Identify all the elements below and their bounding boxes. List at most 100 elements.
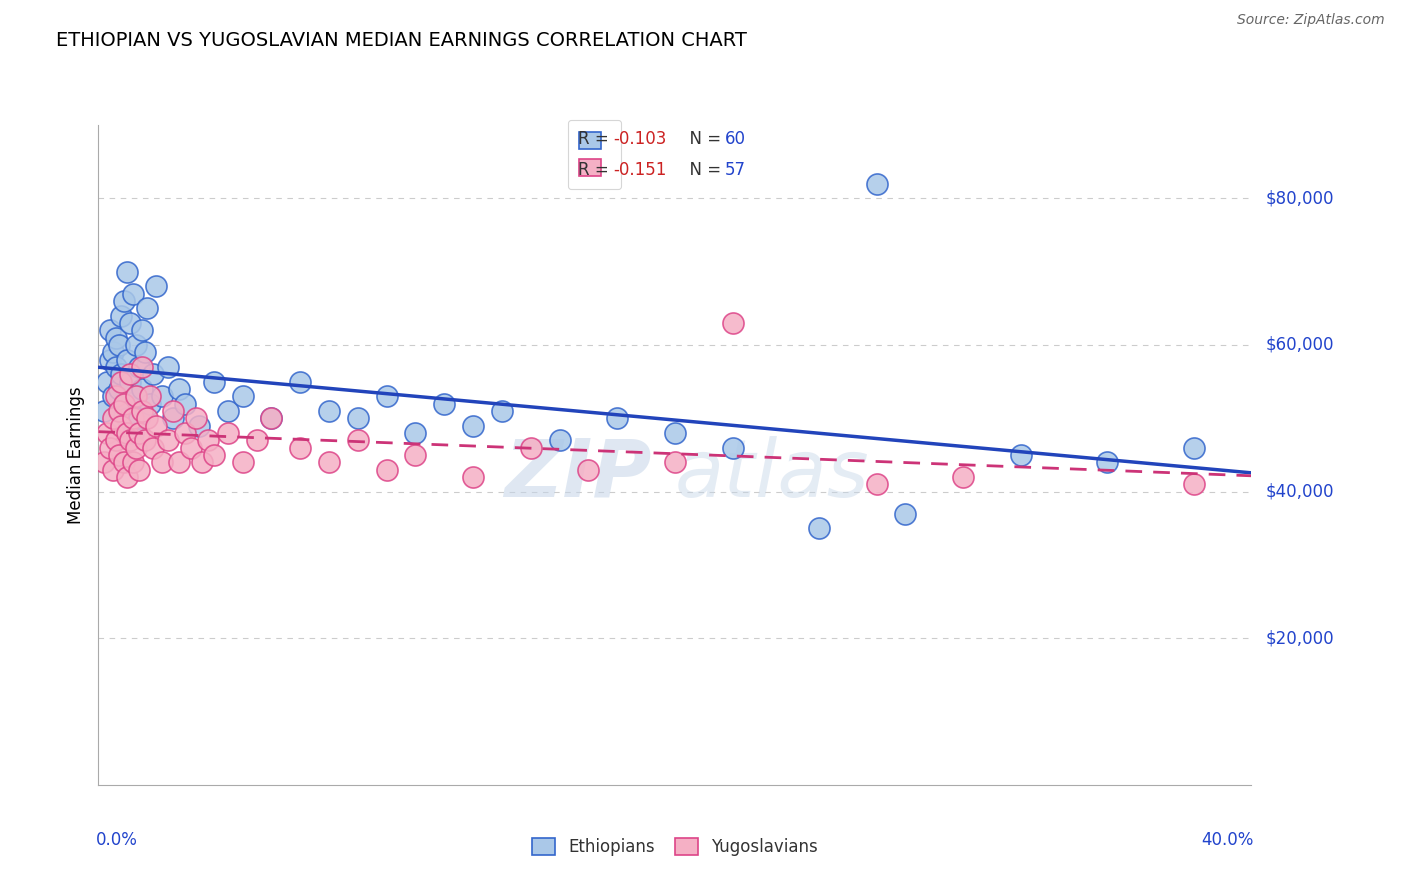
Text: $20,000: $20,000 [1265,629,1334,648]
Point [122,455,145,469]
Point [202,448,225,462]
Point [375,462,398,476]
Point [139,396,162,410]
Point [202,375,225,389]
Point [548,434,571,448]
Point [110,375,132,389]
Point [128,359,150,374]
Point [110,309,132,323]
Point [461,418,484,433]
Point [117,264,138,278]
Point [125,389,148,403]
Point [104,359,127,374]
Point [98,352,121,367]
Point [433,396,456,410]
Point [721,441,744,455]
Point [246,434,269,448]
Point [952,470,974,484]
Point [180,441,202,455]
Point [107,338,129,352]
Point [101,345,124,359]
Point [107,404,129,418]
Point [405,448,427,462]
Point [142,441,165,455]
Point [1182,477,1205,491]
Point [721,316,744,330]
Text: 40.0%: 40.0% [1201,831,1254,849]
Point [162,404,184,418]
Text: $80,000: $80,000 [1265,189,1334,207]
Point [217,404,239,418]
Point [375,389,398,403]
Point [128,462,150,476]
Point [142,368,165,382]
Point [107,382,129,396]
Text: 0.0%: 0.0% [96,831,138,849]
Point [93,404,115,418]
Point [117,470,138,484]
Point [117,352,138,367]
Text: $60,000: $60,000 [1265,336,1334,354]
Text: Source: ZipAtlas.com: Source: ZipAtlas.com [1237,13,1385,28]
Point [290,441,312,455]
Point [186,411,208,425]
Point [131,323,153,337]
Point [156,359,179,374]
Point [112,455,135,469]
Y-axis label: Median Earnings: Median Earnings [67,386,86,524]
Point [260,411,283,425]
Point [578,462,600,476]
Point [1097,455,1119,469]
Point [122,286,145,301]
Point [174,396,197,410]
Text: $40,000: $40,000 [1265,483,1334,500]
Point [150,455,173,469]
Point [318,404,340,418]
Text: R =: R = [578,129,614,147]
Point [156,434,179,448]
Point [131,404,153,418]
Text: N =: N = [679,161,727,179]
Point [866,177,889,191]
Point [1010,448,1032,462]
Text: atlas: atlas [675,435,870,514]
Point [405,425,427,440]
Text: 60: 60 [724,129,745,147]
Point [491,404,513,418]
Point [110,368,132,382]
Text: ZIP: ZIP [505,435,652,514]
Point [128,411,150,425]
Point [104,389,127,403]
Point [93,455,115,469]
Point [122,411,145,425]
Point [136,411,159,425]
Point [231,455,254,469]
Point [150,389,173,403]
Point [346,411,368,425]
Point [461,470,484,484]
Point [167,382,190,396]
Point [866,477,889,491]
Point [120,316,142,330]
Point [112,396,135,410]
Point [188,418,211,433]
Point [145,418,167,433]
Point [107,448,129,462]
Point [120,434,142,448]
Point [346,434,368,448]
Point [134,345,156,359]
Point [98,441,121,455]
Text: -0.103: -0.103 [613,129,666,147]
Point [122,425,145,440]
Point [104,330,127,344]
Point [197,434,219,448]
Point [101,389,124,403]
Legend: Ethiopians, Yugoslavians: Ethiopians, Yugoslavians [524,831,825,863]
Text: R =: R = [578,161,614,179]
Text: 57: 57 [724,161,745,179]
Text: -0.151: -0.151 [613,161,666,179]
Point [101,411,124,425]
Point [96,425,118,440]
Point [120,375,142,389]
Point [96,375,118,389]
